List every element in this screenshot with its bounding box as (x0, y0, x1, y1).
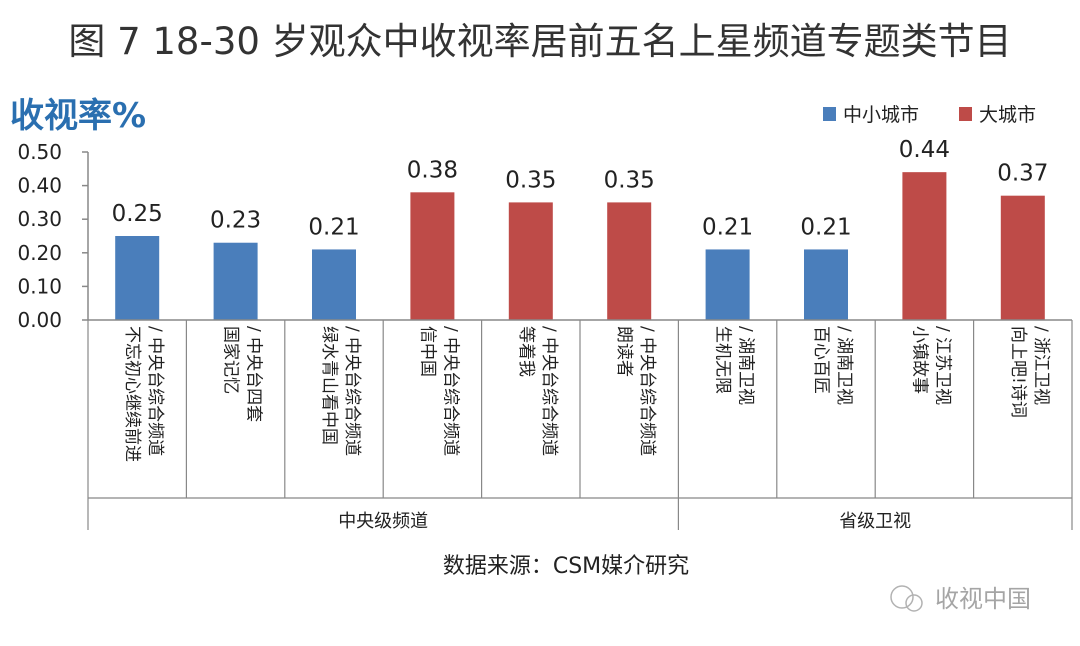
x-tick-label-line1: 向上吧!诗词 (1008, 326, 1028, 418)
x-tick-label-line1: 不忘初心继续前进 (122, 326, 142, 462)
bar-value-label: 0.35 (505, 167, 556, 193)
x-tick-label-line2: / 中央台综合频道 (145, 326, 165, 456)
data-source-note: 数据来源：CSM媒介研究 (443, 554, 689, 579)
x-group-label: 省级卫视 (839, 511, 911, 532)
x-tick-label-line2: / 中央台综合频道 (539, 326, 559, 456)
x-tick-label-line2: / 中央台综合频道 (342, 326, 362, 456)
x-tick-label-line2: / 湖南卫视 (736, 326, 756, 405)
x-tick-label: 生机无限 / 湖南卫视 (713, 326, 756, 405)
bar (508, 202, 553, 320)
x-tick-label-line1: 朗读者 (614, 326, 634, 377)
bar (804, 249, 848, 320)
bar-value-label: 0.21 (702, 214, 753, 240)
x-tick-label-line2: / 中央台综合频道 (440, 326, 460, 456)
x-tick-label-line2: / 浙江卫视 (1031, 326, 1051, 405)
legend-label: 中小城市 (843, 104, 919, 126)
y-tick-label: 0.10 (17, 274, 62, 298)
legend-swatch (823, 107, 836, 121)
bar-value-label: 0.44 (899, 137, 950, 163)
bar (705, 249, 750, 320)
x-tick-label-line2: / 江苏卫视 (932, 326, 952, 405)
bar-value-label: 0.37 (997, 161, 1048, 187)
y-axis: 0.50 0.40 0.30 0.20 0.10 0.00 (17, 140, 89, 332)
watermark-text: 收视中国 (935, 585, 1031, 613)
bar (902, 172, 947, 320)
bar-value-label: 0.21 (308, 214, 359, 240)
watermark: 收视中国 (890, 585, 1031, 613)
x-tick-label-line2: / 中央台综合频道 (637, 326, 657, 456)
x-group-label: 中央级频道 (338, 511, 428, 532)
x-tick-label: 朗读者 / 中央台综合频道 (614, 326, 657, 456)
y-tick-label: 0.00 (17, 308, 62, 332)
bar (213, 242, 258, 320)
chart-title: 图 7 18-30 岁观众中收视率居前五名上星频道专题类节目 (68, 20, 1011, 63)
bar (312, 249, 356, 320)
bar-value-label: 0.35 (604, 167, 655, 193)
y-tick-label: 0.30 (17, 207, 62, 231)
y-axis-label: 收视率% (10, 96, 146, 136)
x-tick-label: 百心百匠 / 湖南卫视 (811, 326, 854, 405)
x-tick-label-line1: 等着我 (516, 326, 536, 377)
bar (1000, 195, 1045, 320)
x-tick-label-line1: 生机无限 (713, 326, 733, 394)
y-tick-label: 0.50 (17, 140, 62, 164)
x-tick-label-line1: 绿水青山看中国 (319, 326, 339, 445)
bar (607, 202, 652, 320)
legend-label: 大城市 (979, 104, 1036, 126)
x-tick-label-line2: / 中央台四套 (244, 326, 264, 422)
x-tick-label-line1: 信中国 (417, 326, 437, 377)
y-tick-label: 0.20 (17, 241, 62, 265)
bar (410, 192, 455, 320)
x-axis: 不忘初心继续前进 / 中央台综合频道 国家记忆 / 中央台四套 绿水青山看中国 / 中央台… (87, 319, 1073, 532)
bar-value-label: 0.25 (112, 201, 163, 227)
x-tick-label: 绿水青山看中国 / 中央台综合频道 (319, 326, 362, 456)
bar-value-label: 0.23 (210, 208, 261, 234)
bar-value-label: 0.21 (800, 214, 851, 240)
x-tick-label-line1: 百心百匠 (811, 326, 831, 394)
y-tick-label: 0.40 (17, 174, 62, 198)
legend: 中小城市 大城市 (823, 104, 1036, 126)
wechat-icon-small (905, 594, 923, 612)
x-tick-label-line1: 小镇故事 (909, 326, 929, 394)
x-tick-label: 小镇故事 / 江苏卫视 (909, 326, 952, 405)
bar-value-label: 0.38 (407, 157, 458, 183)
x-tick-label-line2: / 湖南卫视 (834, 326, 854, 405)
x-tick-label: 向上吧!诗词 / 浙江卫视 (1008, 326, 1051, 418)
x-tick-label-line1: 国家记忆 (221, 326, 241, 394)
x-tick-label: 国家记忆 / 中央台四套 (221, 326, 264, 422)
legend-swatch (959, 107, 972, 121)
bars: 0.25 0.23 0.21 0.38 0.35 0.35 0.21 0.21 0.44 0.37 (112, 137, 1048, 320)
wechat-icon (890, 585, 914, 609)
x-tick-label: 信中国 / 中央台综合频道 (417, 326, 460, 456)
bar (115, 236, 160, 320)
x-tick-label: 等着我 / 中央台综合频道 (516, 326, 559, 456)
x-tick-label: 不忘初心继续前进 / 中央台综合频道 (122, 326, 165, 462)
